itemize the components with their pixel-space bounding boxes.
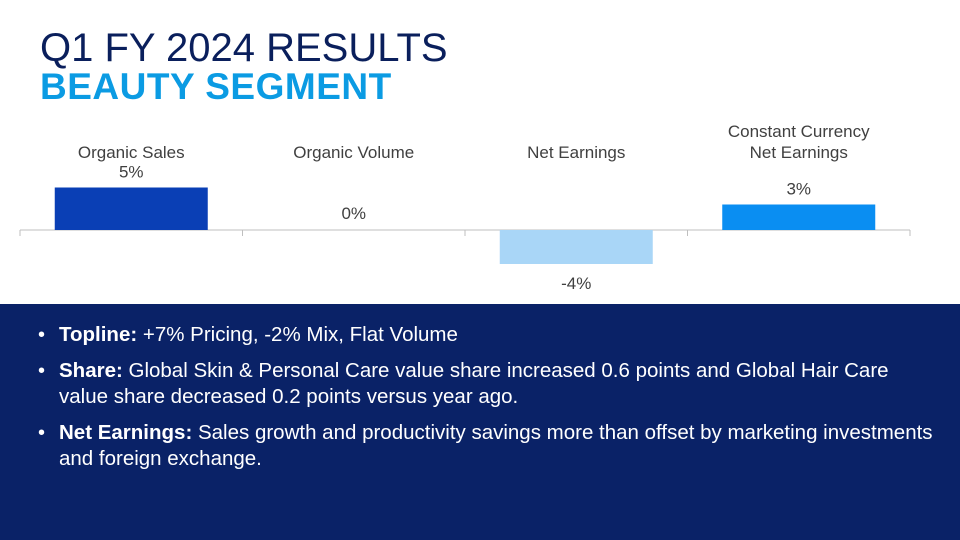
page-subtitle: BEAUTY SEGMENT (40, 66, 392, 107)
category-label: Organic Volume (293, 143, 414, 162)
bullet-label: Share: (59, 359, 123, 382)
data-label: 0% (341, 204, 366, 223)
data-label: -4% (561, 274, 591, 293)
category-label: Organic Sales (78, 143, 185, 162)
commentary-panel: Topline: +7% Pricing, -2% Mix, Flat Volu… (0, 304, 960, 540)
results-bar-chart: 5%Organic Sales 0% Organic Volume -4% Net Ea… (19, 122, 911, 293)
bar-3 (722, 204, 876, 230)
category-label: Constant Currency (728, 122, 870, 141)
data-label: 3% (786, 180, 811, 199)
data-label: 5% (119, 163, 144, 182)
bar-2 (499, 230, 653, 264)
category-label: Net Earnings (527, 143, 625, 162)
bar-0 (54, 187, 208, 230)
bullet-label: Net Earnings: (59, 421, 193, 444)
page-title: Q1 FY 2024 RESULTS (40, 26, 448, 70)
bullet-topline: Topline: +7% Pricing, -2% Mix, Flat Volu… (38, 322, 938, 348)
bullet-share: Share: Global Skin & Personal Care value… (38, 358, 938, 410)
bullet-text: Sales growth and productivity savings mo… (59, 421, 933, 470)
bullet-label: Topline: (59, 323, 138, 346)
category-label: Net Earnings (750, 143, 848, 162)
bullet-net-earnings: Net Earnings: Sales growth and productiv… (38, 420, 938, 472)
bullet-text: +7% Pricing, -2% Mix, Flat Volume (137, 323, 458, 346)
bullet-text: Global Skin & Personal Care value share … (59, 359, 889, 408)
commentary-list: Topline: +7% Pricing, -2% Mix, Flat Volu… (38, 322, 938, 482)
